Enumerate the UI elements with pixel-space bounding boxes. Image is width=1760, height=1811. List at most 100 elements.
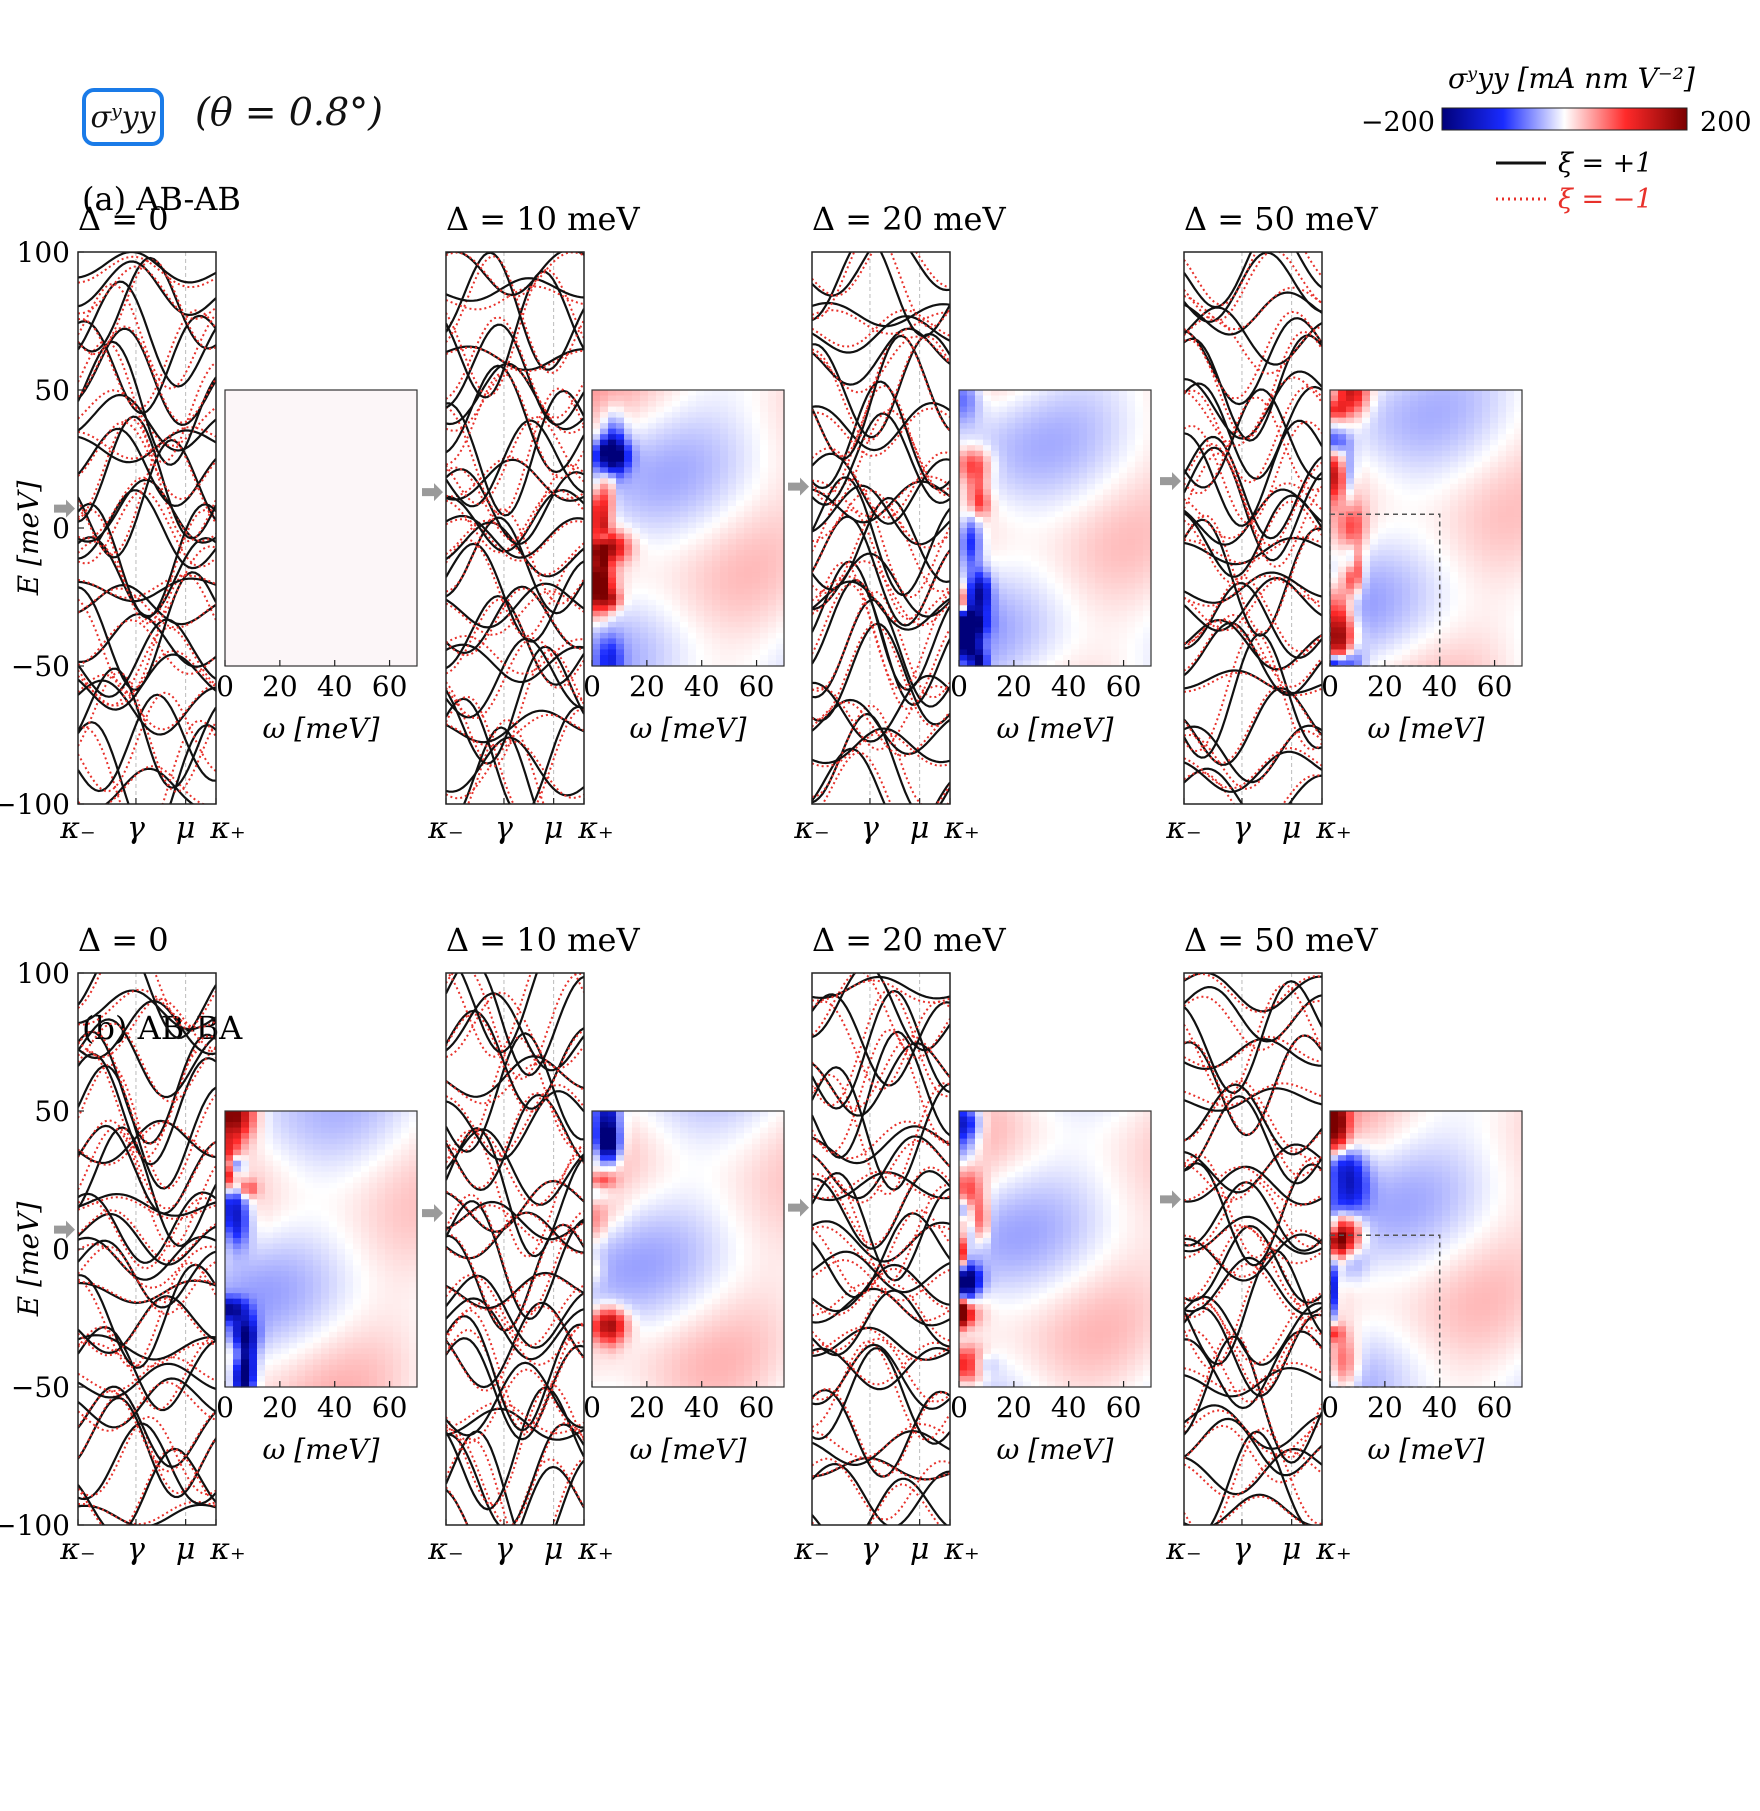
heatmap-cell: [1055, 561, 1064, 568]
heatmap-cell: [600, 588, 609, 595]
heatmap-cell: [1354, 434, 1363, 441]
heatmap-cell: [1087, 516, 1096, 524]
heatmap-cell: [1450, 472, 1459, 479]
heatmap-cell: [608, 428, 617, 435]
heatmap-cell: [377, 649, 386, 656]
heatmap-cell: [640, 450, 649, 457]
heatmap-cell: [616, 467, 625, 474]
heatmap-cell: [1023, 643, 1032, 651]
heatmap-cell: [1111, 599, 1120, 606]
band-line-xi-plus: [812, 579, 950, 706]
heatmap-cell: [712, 478, 721, 485]
heatmap-cell: [608, 616, 617, 623]
heatmap-cell: [1490, 572, 1499, 579]
heatmap-panel: 0 20 40 60ω [meV]: [583, 389, 785, 745]
heatmap-cell: [1506, 561, 1515, 568]
heatmap-cell: [1386, 445, 1395, 452]
heatmap-cell: [401, 561, 410, 568]
heatmap-cell: [720, 616, 729, 623]
heatmap-cell: [385, 412, 394, 419]
heatmap-cell: [273, 406, 282, 413]
heatmap-cell: [1346, 505, 1355, 513]
heatmap-cell: [1474, 621, 1483, 628]
heatmap-cell: [1087, 395, 1096, 402]
heatmap-cell: [776, 483, 785, 490]
heatmap-cell: [273, 500, 282, 507]
y-axis-label: E [meV]: [12, 481, 45, 597]
heatmap-cell: [1031, 494, 1040, 501]
heatmap-cell: [1047, 561, 1056, 568]
band-line-xi-minus: [812, 477, 950, 599]
heatmap-cell: [983, 412, 992, 419]
heatmap-cell: [1354, 627, 1363, 634]
heatmap-cell: [680, 638, 689, 645]
heatmap-cell: [688, 638, 697, 645]
heatmap-cell: [720, 555, 729, 562]
heatmap-cell: [361, 439, 370, 446]
heatmap-cell: [768, 660, 777, 667]
heatmap-cell: [305, 522, 314, 529]
heatmap-xtick-label: 40: [317, 670, 353, 703]
heatmap-cell: [385, 572, 394, 579]
heatmap-cell: [1330, 577, 1339, 584]
heatmap-cell: [1514, 588, 1523, 595]
heatmap-cell: [1039, 450, 1048, 457]
heatmap-cell: [983, 467, 992, 474]
heatmap-cell: [377, 621, 386, 628]
heatmap-cell: [313, 583, 322, 590]
heatmap-cell: [1506, 533, 1515, 540]
heatmap-cell: [1047, 423, 1056, 430]
heatmap-cell: [369, 638, 378, 645]
heatmap-cell: [249, 643, 258, 651]
heatmap-cell: [249, 610, 258, 617]
heatmap-cell: [1458, 561, 1467, 568]
heatmap-cell: [249, 566, 258, 573]
heatmap-cell: [369, 528, 378, 535]
heatmap-cell: [1071, 533, 1080, 540]
heatmap-cell: [760, 472, 769, 479]
heatmap-cell: [1087, 627, 1096, 634]
heatmap-cell: [592, 660, 601, 667]
heatmap-cell: [728, 566, 737, 573]
heatmap-cell: [1338, 516, 1347, 524]
heatmap-cell: [1031, 489, 1040, 496]
heatmap-cell: [624, 445, 633, 452]
heatmap-cell: [1346, 522, 1355, 529]
heatmap-cell: [377, 450, 386, 457]
heatmap-cell: [1346, 450, 1355, 457]
heatmap-cell: [273, 456, 282, 463]
heatmap-cell: [632, 390, 641, 397]
heatmap-cell: [1063, 494, 1072, 501]
heatmap-cell: [1498, 494, 1507, 501]
heatmap-cell: [1111, 450, 1120, 457]
heatmap-cell: [1490, 489, 1499, 496]
heatmap-cell: [1474, 522, 1483, 529]
heatmap-cell: [760, 583, 769, 590]
heatmap-cell: [608, 500, 617, 507]
heatmap-cell: [289, 621, 298, 628]
heatmap-cell: [1023, 610, 1032, 617]
heatmap-cell: [1466, 599, 1475, 606]
heatmap-cell: [744, 505, 753, 513]
heatmap-cell: [672, 445, 681, 452]
heatmap-cell: [1354, 555, 1363, 562]
heatmap-cell: [696, 472, 705, 479]
heatmap-cell: [1490, 555, 1499, 562]
heatmap-cell: [744, 594, 753, 601]
panel-title: Δ = 0: [78, 200, 169, 238]
heatmap-cell: [1103, 489, 1112, 496]
heatmap-cell: [257, 577, 266, 584]
heatmap-cell: [959, 483, 968, 490]
heatmap-cell: [1514, 621, 1523, 628]
heatmap-cell: [760, 627, 769, 634]
legend-label-minus: ξ = −1: [1558, 184, 1652, 215]
heatmap-cell: [289, 478, 298, 485]
heatmap-cell: [648, 544, 657, 551]
heatmap-cell: [329, 566, 338, 573]
heatmap-cell: [592, 605, 601, 612]
heatmap-cell: [1055, 483, 1064, 490]
heatmap-cell: [313, 610, 322, 617]
heatmap-cell: [225, 599, 234, 606]
heatmap-cell: [712, 390, 721, 397]
